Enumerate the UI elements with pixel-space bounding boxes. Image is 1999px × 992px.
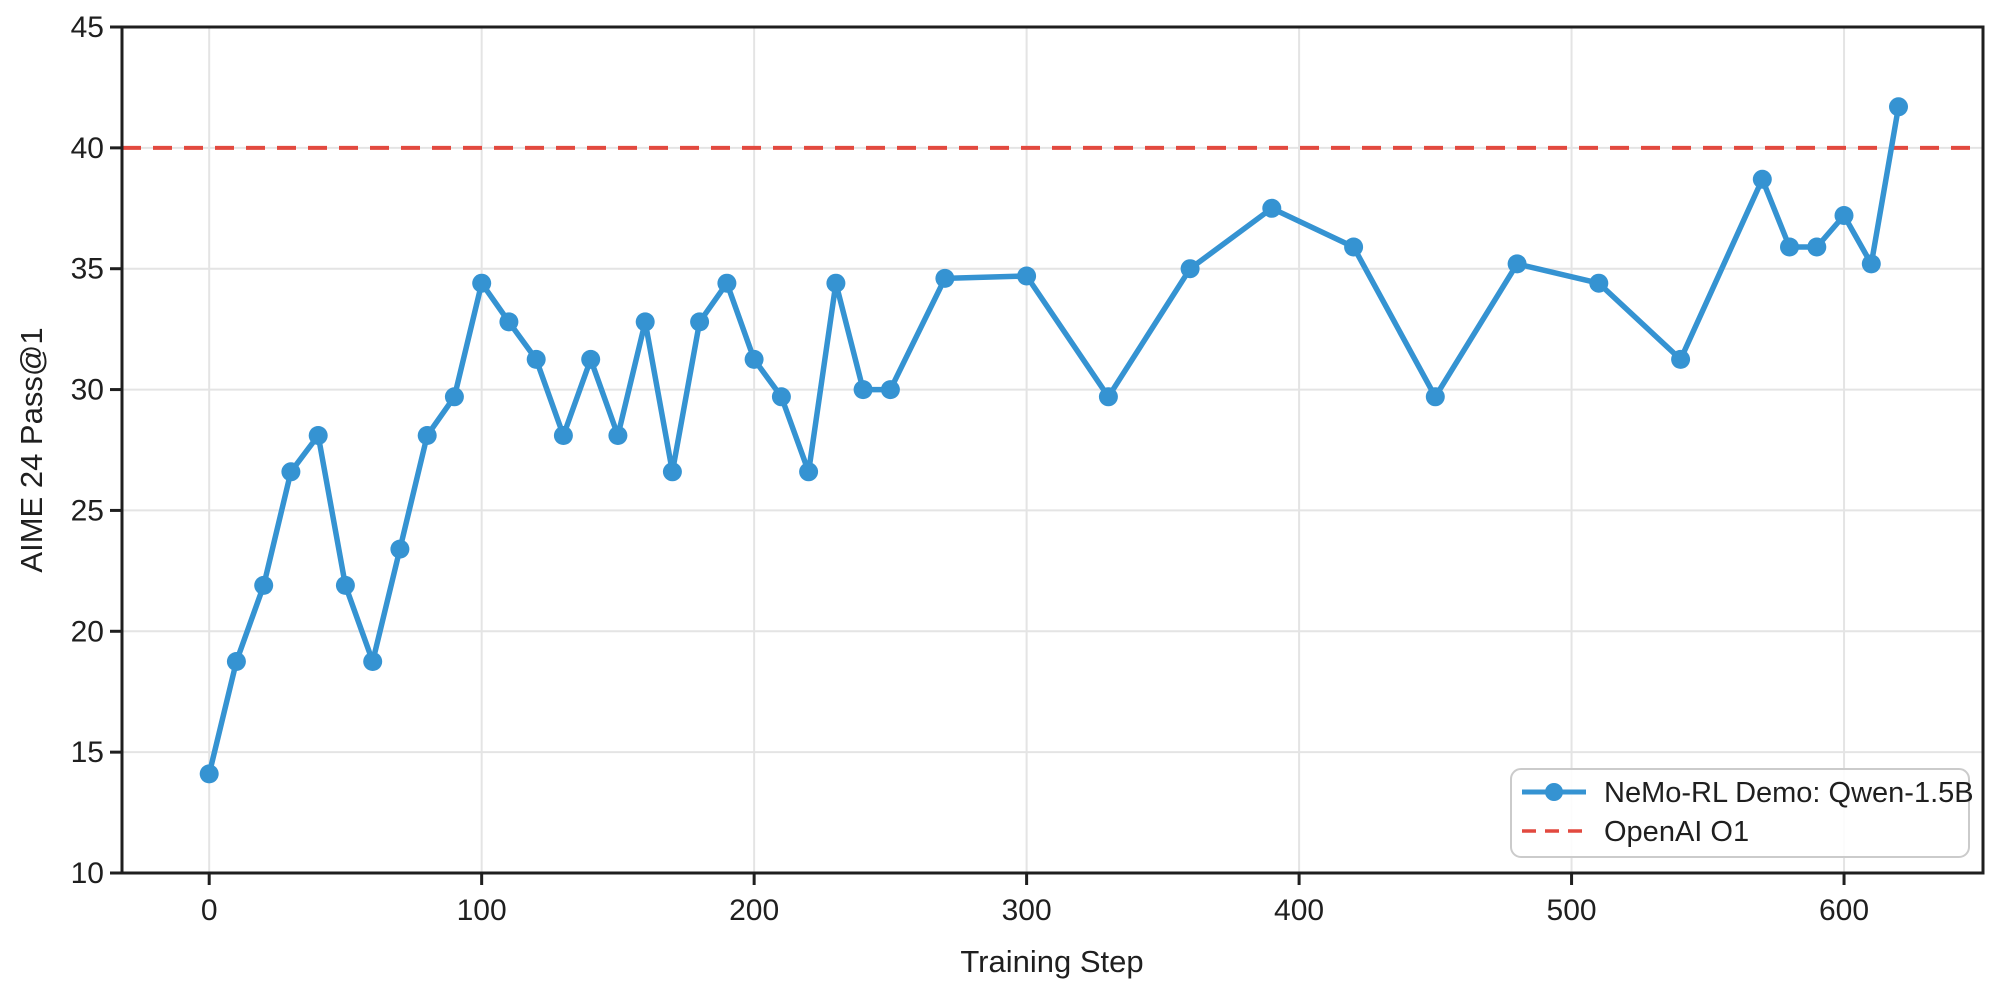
data-point-marker xyxy=(526,349,546,369)
y-axis-label: AIME 24 Pass@1 xyxy=(14,327,49,572)
legend: NeMo-RL Demo: Qwen-1.5B OpenAI O1 xyxy=(1510,768,1974,858)
data-point-marker xyxy=(1752,169,1772,189)
legend-label-series: NeMo-RL Demo: Qwen-1.5B xyxy=(1604,777,1974,809)
plot-border xyxy=(120,25,1985,875)
x-tick-label: 200 xyxy=(729,894,779,927)
y-tick-label: 40 xyxy=(71,132,104,165)
series-layer xyxy=(122,97,1983,784)
data-point-marker xyxy=(553,426,573,445)
y-tick-label: 25 xyxy=(71,494,104,527)
data-point-marker xyxy=(308,426,328,445)
data-point-marker xyxy=(444,387,464,407)
y-tick-label: 20 xyxy=(71,615,104,648)
data-point-marker xyxy=(717,273,737,293)
data-point-marker xyxy=(335,575,355,595)
data-point-marker xyxy=(690,312,710,332)
data-point-marker xyxy=(1180,259,1200,279)
data-point-marker xyxy=(635,312,655,332)
data-point-marker xyxy=(226,652,246,671)
data-point-marker xyxy=(744,349,764,369)
data-point-marker xyxy=(1262,198,1282,218)
data-point-marker xyxy=(771,387,791,407)
data-point-marker xyxy=(1807,237,1827,257)
x-tick-label: 400 xyxy=(1274,894,1324,927)
data-point-marker xyxy=(1834,206,1854,225)
y-tick-label: 35 xyxy=(71,253,104,286)
axes-layer: 0 100 200 300 400 500 600 10 15 20 25 30 35 40 45 xyxy=(71,11,1869,927)
data-point-marker xyxy=(662,462,682,482)
data-point-marker xyxy=(499,312,519,332)
data-point-marker xyxy=(880,380,900,400)
data-point-marker xyxy=(581,349,601,369)
data-point-marker xyxy=(1425,387,1445,407)
data-point-marker xyxy=(417,426,437,445)
data-point-marker xyxy=(254,575,274,595)
grid-layer xyxy=(122,26,1983,874)
data-point-marker xyxy=(799,462,819,482)
x-tick-label: 300 xyxy=(1002,894,1052,927)
data-point-marker xyxy=(853,380,873,400)
legend-box xyxy=(1510,768,1970,858)
y-tick-label: 45 xyxy=(71,11,104,44)
data-point-marker xyxy=(390,539,410,559)
data-point-marker xyxy=(281,462,301,482)
data-point-marker xyxy=(1344,237,1364,257)
data-point-marker xyxy=(1861,254,1881,274)
y-tick-label: 30 xyxy=(71,374,104,407)
data-point-marker xyxy=(608,426,628,445)
data-point-marker xyxy=(1507,254,1527,274)
legend-label-reference: OpenAI O1 xyxy=(1604,816,1749,848)
data-point-marker xyxy=(826,273,846,293)
data-point-marker xyxy=(1589,273,1609,293)
series-line xyxy=(206,104,1902,777)
data-point-marker xyxy=(935,268,955,288)
x-tick-label: 500 xyxy=(1547,894,1597,927)
data-point-marker xyxy=(1098,387,1118,407)
data-point-marker xyxy=(1671,349,1691,369)
data-point-marker xyxy=(472,273,492,293)
y-tick-label: 10 xyxy=(71,857,104,890)
data-point-marker xyxy=(1017,266,1037,286)
x-axis-label: Training Step xyxy=(960,944,1143,979)
y-tick-label: 15 xyxy=(71,736,104,769)
data-point-marker xyxy=(363,652,383,671)
x-tick-label: 0 xyxy=(201,894,218,927)
data-point-marker xyxy=(1780,237,1799,257)
data-point-marker xyxy=(199,764,219,784)
x-tick-label: 100 xyxy=(457,894,507,927)
legend-swatch-series-marker xyxy=(1545,783,1563,801)
data-point-marker xyxy=(1889,97,1908,117)
x-tick-label: 600 xyxy=(1819,894,1869,927)
